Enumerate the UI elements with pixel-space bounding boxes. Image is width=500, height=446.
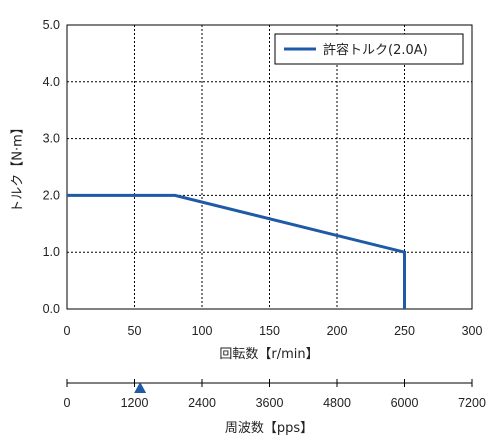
x-tick-label: 0 [64, 324, 71, 338]
y-tick-label: 0.0 [43, 302, 60, 316]
frequency-tick-label: 2400 [188, 396, 216, 410]
plot-area [66, 24, 473, 310]
frequency-tick-label: 7200 [458, 396, 486, 410]
frequency-tick-label: 0 [64, 396, 71, 410]
x-tick-label: 300 [462, 324, 483, 338]
frequency-tick-label: 6000 [391, 396, 419, 410]
series-lines [67, 193, 406, 309]
x-tick-label: 150 [259, 324, 280, 338]
frequency-tick-marks [66, 379, 473, 387]
y-axis-label: トルク【N·m】 [11, 121, 26, 213]
y-tick-label: 3.0 [43, 132, 60, 146]
legend-label: 許容トルク(2.0A) [323, 42, 428, 58]
torque-series-line [67, 193, 406, 309]
frequency-axis-label: 周波数【pps】 [225, 421, 313, 436]
frequency-axis: 0 1200 2400 3600 4800 6000 7200 [64, 379, 486, 410]
y-tick-label: 4.0 [43, 75, 60, 89]
y-tick-label: 2.0 [43, 188, 60, 202]
x-tick-label: 250 [394, 324, 415, 338]
legend-box [274, 33, 464, 65]
legend: 許容トルク(2.0A) [274, 33, 464, 65]
frequency-marker-triangle [134, 382, 147, 393]
y-tick-label: 1.0 [43, 245, 60, 259]
x-tick-labels: 0 50 100 150 200 250 300 [64, 324, 483, 338]
frequency-tick-labels: 0 1200 2400 3600 4800 6000 7200 [64, 396, 486, 410]
frequency-tick-label: 3600 [256, 396, 284, 410]
x-axis-label: 回転数【r/min】 [219, 347, 318, 362]
x-tick-label: 100 [192, 324, 213, 338]
y-tick-labels: 0.0 1.0 2.0 3.0 4.0 5.0 [43, 18, 60, 316]
x-tick-label: 200 [327, 324, 348, 338]
frequency-tick-label: 4800 [323, 396, 351, 410]
frequency-tick-label: 1200 [121, 396, 149, 410]
y-tick-label: 5.0 [43, 18, 60, 32]
x-tick-label: 50 [128, 324, 142, 338]
